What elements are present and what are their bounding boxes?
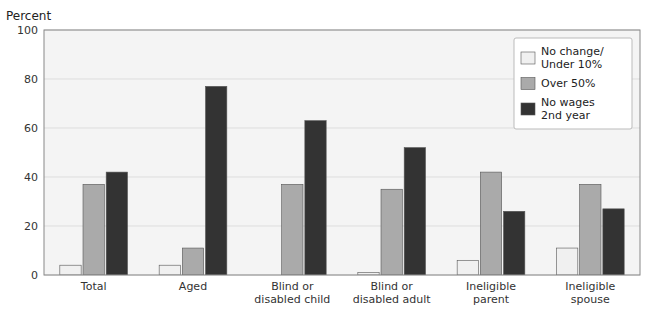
x-tick-label: Ineligiblespouse (565, 280, 615, 306)
bar (159, 265, 180, 275)
bar (580, 184, 601, 275)
text-line: Under 10% (541, 58, 602, 71)
legend-swatch (521, 52, 535, 64)
x-tick-label: Ineligibleparent (466, 280, 516, 306)
x-tick-label: Blind ordisabled child (254, 280, 330, 306)
bar (182, 248, 203, 275)
legend-label: No change/Under 10% (541, 45, 604, 71)
y-tick-label: 80 (24, 73, 38, 86)
bar (305, 121, 326, 275)
text-line: spouse (571, 293, 610, 306)
text-line: Blind or (370, 280, 413, 293)
legend: No change/Under 10% Over 50% No wages2nd y… (514, 38, 632, 129)
legend-label: Over 50% (541, 77, 595, 90)
bar (60, 265, 81, 275)
bar (504, 211, 525, 275)
bar (603, 209, 624, 275)
plot-background (44, 30, 640, 275)
text-line: 2nd year (541, 109, 590, 122)
bar (457, 260, 478, 275)
text-line: Over 50% (541, 77, 595, 90)
y-axis-label: Percent (6, 9, 51, 23)
text-line: disabled adult (353, 293, 432, 306)
y-tick-label: 0 (31, 269, 38, 282)
bar (106, 172, 127, 275)
y-tick-label: 40 (24, 171, 38, 184)
text-line: Blind or (271, 280, 314, 293)
bar (83, 184, 104, 275)
y-tick-label: 20 (24, 220, 38, 233)
legend-label: No wages2nd year (541, 96, 595, 122)
bar (381, 189, 402, 275)
text-line: disabled child (254, 293, 330, 306)
plot-frame (44, 30, 640, 275)
bar (404, 148, 425, 275)
grid-line (44, 177, 640, 178)
legend-swatch (521, 103, 535, 115)
text-line: No change/ (541, 45, 604, 58)
text-line: Aged (179, 280, 207, 293)
bar (282, 184, 303, 275)
legend-swatch (521, 78, 535, 90)
x-tick-label: Total (80, 280, 107, 293)
text-line: Ineligible (565, 280, 615, 293)
legend-box (514, 38, 632, 129)
chart: 020406080100PercentTotalAgedBlind ordisa… (0, 0, 650, 317)
bar (206, 86, 227, 275)
text-line: Total (80, 280, 107, 293)
bar (556, 248, 577, 275)
text-line: parent (473, 293, 510, 306)
y-tick-label: 100 (17, 24, 38, 37)
x-tick-label: Blind ordisabled adult (353, 280, 432, 306)
bar (480, 172, 501, 275)
y-tick-label: 60 (24, 122, 38, 135)
grid-line (44, 226, 640, 227)
text-line: Ineligible (466, 280, 516, 293)
x-tick-label: Aged (179, 280, 207, 293)
text-line: No wages (541, 96, 595, 109)
